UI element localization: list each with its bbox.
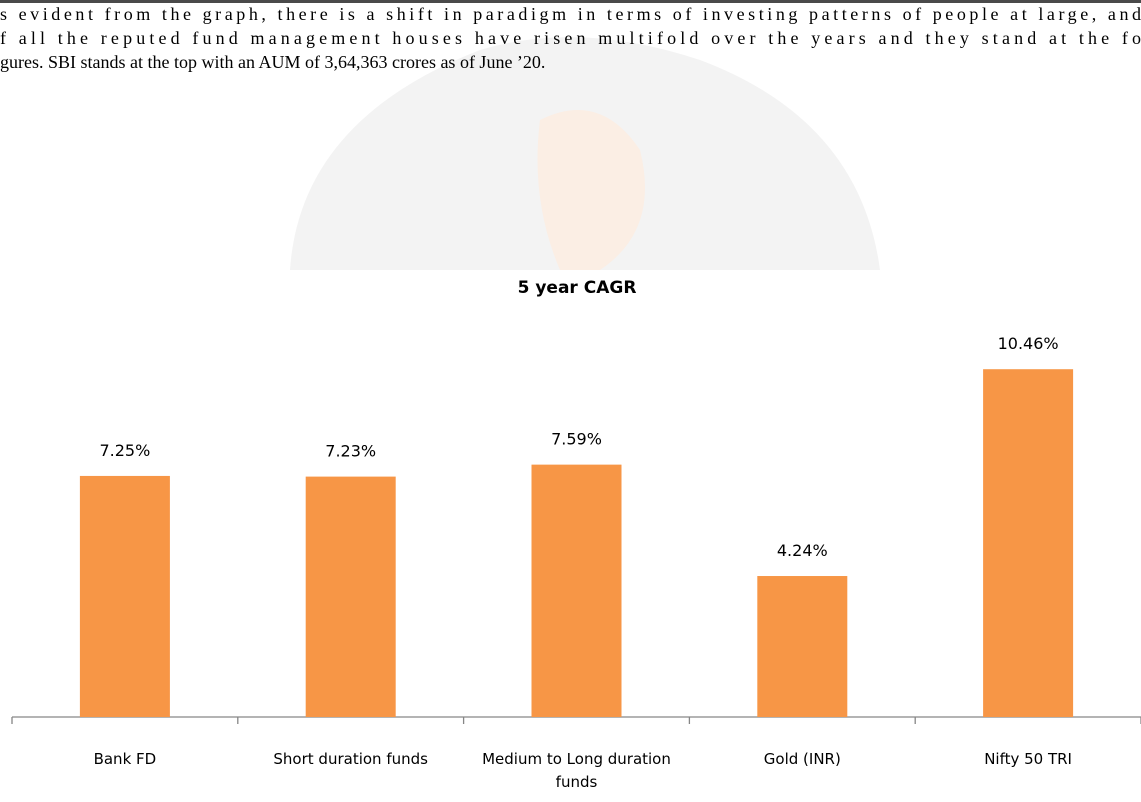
x-tick-label: Bank FD — [30, 748, 220, 771]
bar — [306, 477, 396, 717]
data-label: 7.59% — [551, 430, 602, 449]
document: s evident from the graph, there is a shi… — [0, 0, 1141, 802]
paragraph-line: gures. SBI stands at the top with an AUM… — [0, 52, 545, 72]
data-label: 7.25% — [99, 441, 150, 460]
data-label: 7.23% — [325, 442, 376, 461]
x-tick-label: Short duration funds — [256, 748, 446, 771]
data-label: 10.46% — [998, 334, 1059, 353]
paragraph-line: f all the reputed fund management houses… — [0, 28, 1141, 48]
bar — [532, 465, 622, 717]
bar — [757, 576, 847, 717]
page: s evident from the graph, there is a shi… — [0, 0, 1141, 802]
x-tick-label: Nifty 50 TRI — [933, 748, 1123, 771]
bar — [80, 476, 170, 717]
top-border — [0, 0, 1141, 3]
data-label: 4.24% — [777, 541, 828, 560]
x-tick-label: Medium to Long duration funds — [482, 748, 672, 794]
paragraph-line: s evident from the graph, there is a shi… — [0, 4, 1141, 24]
x-tick-label: Gold (INR) — [707, 748, 897, 771]
chart-title: 5 year CAGR — [518, 278, 637, 298]
bar — [983, 369, 1073, 717]
